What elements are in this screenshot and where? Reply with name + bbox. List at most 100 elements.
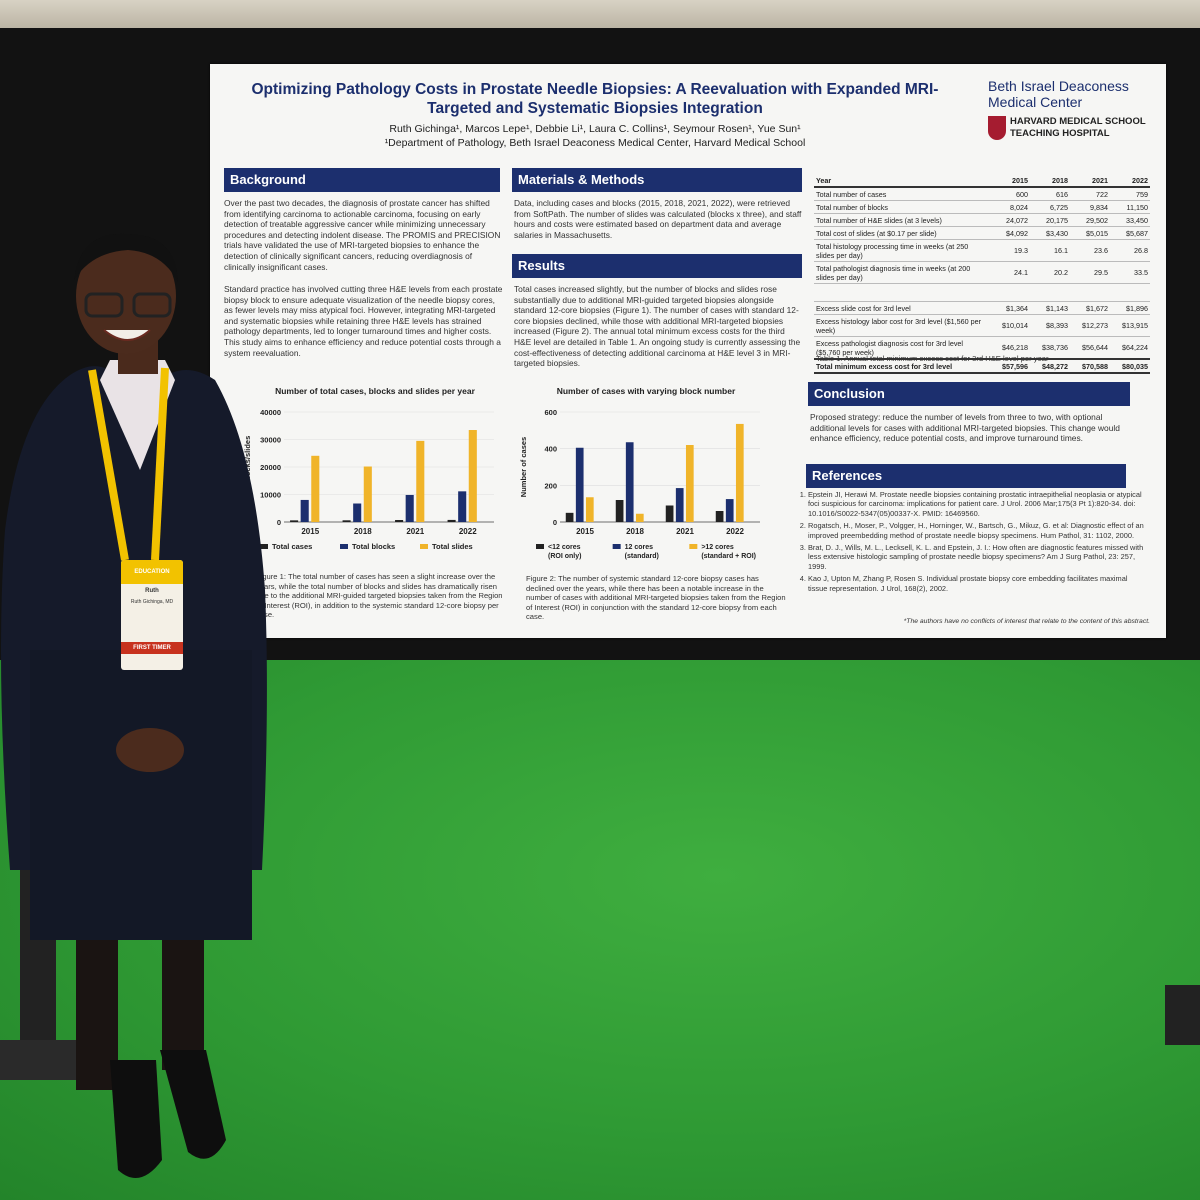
poster-authors: Ruth Gichinga¹, Marcos Lepe¹, Debbie Li¹… xyxy=(230,122,960,150)
boot-left xyxy=(110,1060,162,1178)
x-tick-label: 2021 xyxy=(676,527,694,536)
poster-title: Optimizing Pathology Costs in Prostate N… xyxy=(251,81,939,117)
presenter-person xyxy=(1,233,267,1178)
row-label: Total number of blocks xyxy=(814,200,990,214)
cell-value: 722 xyxy=(1070,187,1110,201)
reference-item: Kao J, Upton M, Zhang P, Rosen S. Indivi… xyxy=(808,574,1148,593)
lanyard-right xyxy=(151,367,169,561)
logo-line2: Medical Center xyxy=(988,94,1083,110)
legend-swatch xyxy=(260,544,268,549)
head xyxy=(76,238,176,354)
y-axis-label: Number of cases xyxy=(519,437,528,497)
leg-right xyxy=(162,940,204,1070)
y-tick-label: 10000 xyxy=(260,491,281,500)
table-excess-row: Excess slide cost for 3rd level $1,364 $1,… xyxy=(814,301,1150,315)
figure1-caption: Figure 1: The total number of cases has … xyxy=(256,572,503,619)
bar-total-cases xyxy=(395,520,404,522)
legend-swatch xyxy=(536,544,544,549)
cell-value: 19.3 xyxy=(990,239,1030,262)
bar-total-cases xyxy=(290,520,299,522)
board-stand-right xyxy=(1165,985,1200,1045)
legend-label-sub: (standard + ROI) xyxy=(701,553,756,560)
y-tick-label: 400 xyxy=(544,445,557,454)
bar-12-cores-standard- xyxy=(725,499,734,522)
x-tick-label: 2018 xyxy=(626,527,644,536)
affiliation: ¹Department of Pathology, Beth Israel De… xyxy=(384,137,806,149)
y-tick-label: 40000 xyxy=(260,408,281,417)
legend-swatch xyxy=(420,544,428,549)
y-tick-label: 600 xyxy=(544,408,557,417)
bar--12-cores-roi-only- xyxy=(665,505,674,522)
cell-value: $5,687 xyxy=(1110,226,1150,240)
cell-value: $12,273 xyxy=(1070,314,1110,337)
bar--12-cores-roi-only- xyxy=(615,500,624,522)
chart-title: Number of cases with varying block numbe… xyxy=(557,386,736,396)
cell-value: 2021 xyxy=(1070,174,1110,188)
x-tick-label: 2015 xyxy=(301,527,319,536)
smile xyxy=(103,329,151,341)
cell-value: 23.6 xyxy=(1070,239,1110,262)
badge-header: EDUCATION xyxy=(121,560,183,584)
legend-label: Total cases xyxy=(272,542,312,551)
table-row: Total number of cases 600 616 722 759 xyxy=(814,187,1150,201)
cell-value: $1,364 xyxy=(990,301,1030,315)
cost-table: Year 2015 2018 2021 2022 Total number of case… xyxy=(814,174,1150,374)
table-row: Total histology processing time in weeks… xyxy=(814,239,1150,262)
table-row: Total pathologist diagnosis time in week… xyxy=(814,261,1150,284)
y-tick-label: 200 xyxy=(544,481,557,490)
cell-value: 33.5 xyxy=(1110,261,1150,284)
cell-value: $70,588 xyxy=(1070,358,1110,374)
shirt xyxy=(100,360,175,470)
bar--12-cores-standard-roi- xyxy=(735,423,744,522)
results-text: Total cases increased slightly, but the … xyxy=(514,284,801,369)
cell-value: 20,175 xyxy=(1030,213,1070,227)
author-list: Ruth Gichinga¹, Marcos Lepe¹, Debbie Li¹… xyxy=(389,123,801,135)
logo-sub1: HARVARD MEDICAL SCHOOL xyxy=(1010,116,1146,127)
logo-line1: Beth Israel Deaconess xyxy=(988,78,1129,94)
reference-item: Epstein JI, Herawi M. Prostate needle bi… xyxy=(808,490,1148,518)
row-label: Excess histology labor cost for 3rd leve… xyxy=(814,314,990,337)
bar--12-cores-roi-only- xyxy=(715,511,724,522)
bar-total-slides xyxy=(363,466,372,522)
table-total-row: Total minimum excess cost for 3rd level $… xyxy=(814,358,1150,374)
cell-value: 33,450 xyxy=(1110,213,1150,227)
cell-value: 26.8 xyxy=(1110,239,1150,262)
table-caption: Table 1. Annual total minimum excess cos… xyxy=(816,354,1049,363)
cell-value: 9,834 xyxy=(1070,200,1110,214)
legend-label: Total blocks xyxy=(352,542,395,551)
x-tick-label: 2018 xyxy=(354,527,372,536)
y-axis-label: # of blocks/slides xyxy=(243,436,252,499)
background-paragraph-1: Over the past two decades, the diagnosis… xyxy=(224,198,501,272)
bar-12-cores-standard- xyxy=(625,442,634,522)
bar-12-cores-standard- xyxy=(675,488,684,522)
bar-12-cores-standard- xyxy=(575,447,584,522)
cell-value: 759 xyxy=(1110,187,1150,201)
y-tick-label: 20000 xyxy=(260,463,281,472)
cell-value: $48,272 xyxy=(1030,358,1070,374)
cell-value: 6,725 xyxy=(1030,200,1070,214)
row-label: Total minimum excess cost for 3rd level xyxy=(814,358,990,374)
figure1-chart: Number of total cases, blocks and slides… xyxy=(243,386,494,551)
bar-total-cases xyxy=(447,519,456,522)
figure2-chart: Number of cases with varying block numbe… xyxy=(519,386,760,560)
cell-value: 24.1 xyxy=(990,261,1030,284)
hands xyxy=(116,728,184,772)
bar--12-cores-standard-roi- xyxy=(685,445,694,522)
cell-value: $13,915 xyxy=(1110,314,1150,337)
bar--12-cores-standard-roi- xyxy=(585,497,594,522)
reference-item: Rogatsch, H., Moser, P., Volgger, H., Ho… xyxy=(808,521,1148,540)
table-row: Total number of blocks 8,024 6,725 9,834 11,… xyxy=(814,200,1150,214)
bar-total-blocks xyxy=(458,491,467,522)
results-heading: Results xyxy=(512,254,802,278)
conclusion-text: Proposed strategy: reduce the number of … xyxy=(810,412,1120,444)
ceiling xyxy=(0,0,1200,30)
y-tick-label: 0 xyxy=(553,518,557,527)
row-label: Total number of H&E slides (at 3 levels) xyxy=(814,213,990,227)
y-tick-label: 30000 xyxy=(260,436,281,445)
row-label: Year xyxy=(814,174,990,188)
legend-swatch xyxy=(612,544,621,549)
badge-name: Ruth xyxy=(145,588,159,594)
x-tick-label: 2022 xyxy=(459,527,477,536)
cell-value: 2015 xyxy=(990,174,1030,188)
row-label: Excess slide cost for 3rd level xyxy=(814,301,990,315)
